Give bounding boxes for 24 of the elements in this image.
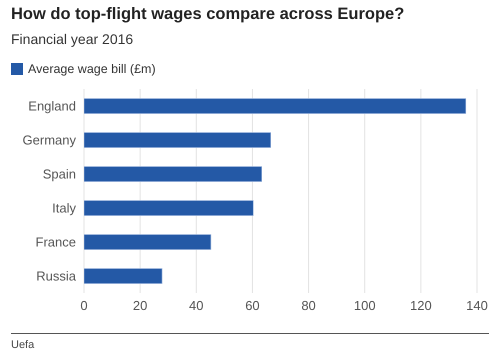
- y-tick-label: Germany: [22, 132, 76, 148]
- bar: [84, 166, 262, 182]
- x-tick-label: 140: [466, 298, 488, 314]
- y-tick-label: France: [36, 234, 76, 250]
- x-tick-label: 100: [354, 298, 376, 314]
- bar: [84, 268, 162, 284]
- chart-title: How do top-flight wages compare across Europe?: [11, 5, 404, 24]
- x-tick-label: 20: [132, 298, 148, 314]
- bar: [84, 200, 254, 216]
- chart-subtitle: Financial year 2016: [11, 31, 134, 47]
- x-tick-label: 60: [245, 298, 260, 314]
- bar: [84, 234, 212, 250]
- y-tick-label: Russia: [36, 268, 77, 284]
- legend-label: Average wage bill (£m): [27, 62, 156, 76]
- y-tick-label: Italy: [52, 200, 76, 216]
- bar: [84, 98, 466, 114]
- x-tick-label: 40: [189, 298, 204, 314]
- x-tick-label: 0: [80, 298, 88, 314]
- x-tick-label: 80: [301, 298, 316, 314]
- text: Uefa: [11, 339, 34, 351]
- x-tick-label: 120: [410, 298, 432, 314]
- y-tick-label: Spain: [42, 166, 76, 182]
- bar: [84, 132, 271, 148]
- y-tick-label: England: [28, 98, 76, 114]
